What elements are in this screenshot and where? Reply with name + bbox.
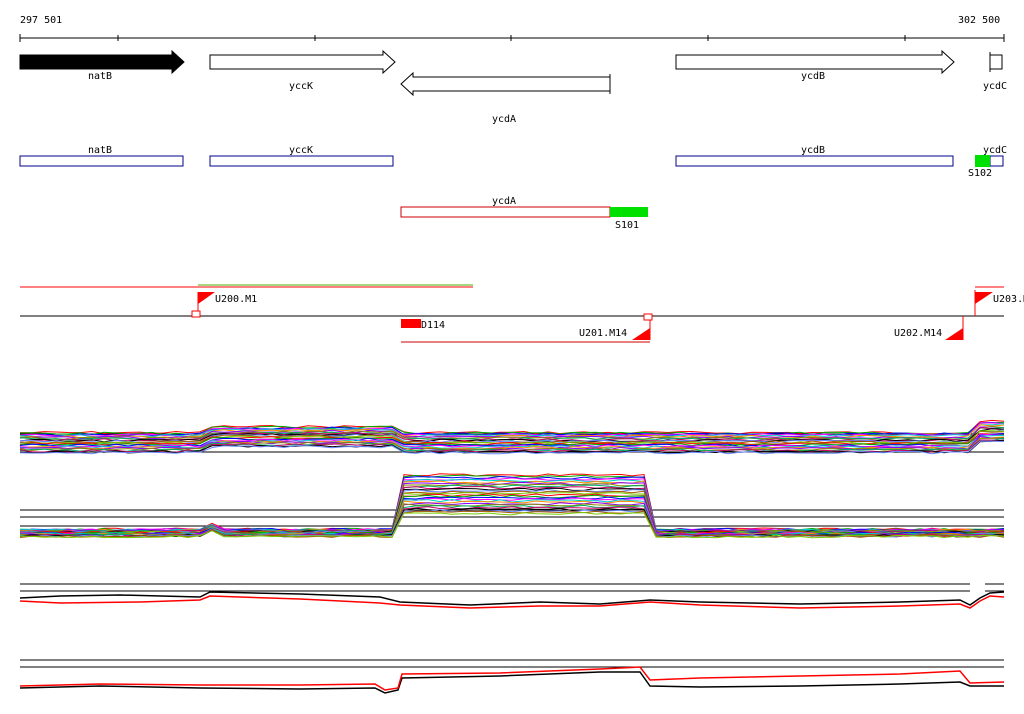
gene-label-ycdB: ycdB <box>801 71 825 82</box>
expression-trace <box>19 433 1005 448</box>
gene-arrow-ycdC[interactable] <box>989 54 1003 70</box>
site-box-S101[interactable] <box>610 207 648 217</box>
gene-label-ycdA: ycdA <box>492 114 516 125</box>
expression-trace <box>19 419 1005 435</box>
expression-panel-4 <box>19 659 1005 694</box>
gene-arrow-yccK[interactable] <box>209 49 396 75</box>
transcript-track: U200.M1 D114 U201.M14 U202.M14 U203.M <box>20 284 1024 343</box>
expression-trace <box>19 440 1005 455</box>
feature-box-label-yccK: yccK <box>289 145 313 156</box>
site-label-S101: S101 <box>615 220 639 231</box>
trace-group-2 <box>19 473 1005 539</box>
gene-arrow-natB[interactable] <box>19 49 185 75</box>
feature-box-ycdB[interactable] <box>675 155 954 167</box>
transcript-label-U202: U202.M14 <box>894 328 942 339</box>
gene-arrow-ycdB[interactable] <box>675 49 955 75</box>
transcript-flag-U202[interactable] <box>945 328 963 340</box>
expression-panel-2 <box>19 473 1005 539</box>
feature-box-natB[interactable] <box>19 155 184 167</box>
ruler-start-label: 297 501 <box>20 15 62 26</box>
trace-red-3 <box>19 595 1005 609</box>
gene-label-ycdC: ycdC <box>983 81 1007 92</box>
trace-black-4 <box>19 671 1004 694</box>
trace-red-4 <box>19 666 1005 691</box>
transcript-flag-U203[interactable] <box>975 292 993 304</box>
transcript-label-U203: U203.M <box>993 294 1024 305</box>
expression-trace <box>19 492 1005 535</box>
feature-box-label-ycdC: ycdC <box>983 145 1007 156</box>
transcript-label-U201: U201.M14 <box>579 328 627 339</box>
transcript-flag-U201[interactable] <box>632 328 650 340</box>
expression-trace <box>20 478 1005 533</box>
gene-track: natB yccK ycdA ycdB ycdC <box>19 49 1007 125</box>
expression-panel-3 <box>19 583 1005 609</box>
expression-panel-1 <box>19 419 1005 455</box>
trace-group-1 <box>19 419 1005 455</box>
expression-trace <box>19 433 1005 446</box>
expression-trace <box>19 477 1005 532</box>
feature-box-label-ycdB: ycdB <box>801 145 825 156</box>
feature-box-ycdC[interactable] <box>989 155 1004 167</box>
feature-box-ycdA[interactable] <box>400 206 611 218</box>
feature-box-track: natB yccK ycdB ycdC S102 ycdA S101 <box>19 145 1007 231</box>
gene-label-yccK: yccK <box>289 81 313 92</box>
expression-trace <box>19 503 1005 537</box>
transcript-flag-U200[interactable] <box>198 292 215 304</box>
feature-box-yccK[interactable] <box>209 155 394 167</box>
gene-arrow-ycdA[interactable] <box>400 71 611 97</box>
site-box-S102[interactable] <box>975 155 990 167</box>
transcript-block-D114[interactable] <box>401 319 421 328</box>
coordinate-ruler: 297 501 302 500 <box>19 15 1005 42</box>
feature-box-label-natB: natB <box>88 145 112 156</box>
feature-box-label-ycdA: ycdA <box>492 196 516 207</box>
expression-trace <box>19 439 1005 453</box>
gene-label-natB: natB <box>88 71 112 82</box>
ruler-end-label: 302 500 <box>958 15 1000 26</box>
expression-trace <box>19 435 1005 451</box>
transcript-label-U200: U200.M1 <box>215 294 257 305</box>
site-label-S102: S102 <box>968 168 992 179</box>
expression-trace <box>19 488 1005 534</box>
transcript-label-D114: D114 <box>421 320 445 331</box>
expression-trace <box>19 421 1005 436</box>
trace-black-3 <box>19 591 1005 606</box>
expression-trace <box>19 509 1005 538</box>
expression-trace <box>19 511 1005 539</box>
